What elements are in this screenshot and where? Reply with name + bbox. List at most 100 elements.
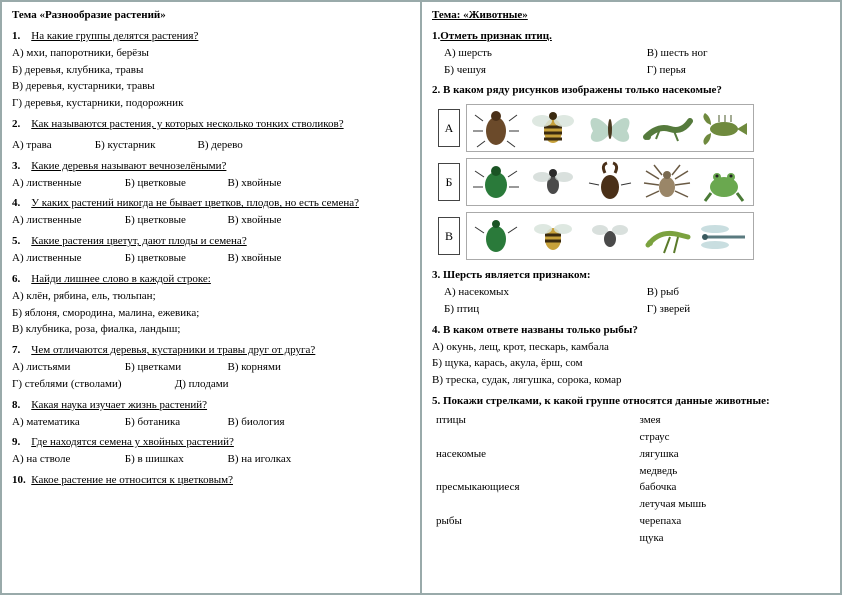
q1-num: 1. bbox=[12, 30, 20, 42]
q6-b: Б) яблоня, смородина, малина, ежевика; bbox=[12, 306, 410, 321]
q8-num: 8. bbox=[12, 399, 20, 411]
fly-icon bbox=[526, 161, 580, 203]
grasshopper-icon bbox=[640, 215, 694, 257]
fly2-icon bbox=[583, 215, 637, 257]
mr-3: медведь bbox=[640, 464, 707, 479]
right-title-text: Тема: «Животные» bbox=[432, 9, 528, 21]
q3-num: 3. bbox=[12, 160, 20, 172]
q9-b: Б) в шишках bbox=[125, 452, 225, 467]
row-b: Б bbox=[438, 158, 830, 206]
row-b-cells bbox=[466, 158, 754, 206]
q10-num: 10. bbox=[12, 474, 26, 486]
rq1-a: А) шерсть bbox=[444, 46, 644, 61]
q7-d: Г) стеблями (стволами) bbox=[12, 377, 172, 392]
mr-0: змея bbox=[640, 413, 707, 428]
bee2-icon bbox=[526, 215, 580, 257]
q8-c: В) биология bbox=[228, 415, 285, 430]
rq5-text: Покажи стрелками, к какой группе относят… bbox=[443, 395, 770, 407]
match-left: птицы насекомые пресмыкающиеся рыбы bbox=[436, 411, 520, 546]
q9: 9. Где находятся семена у хвойных растен… bbox=[12, 435, 410, 467]
match-table: птицы насекомые пресмыкающиеся рыбы змея… bbox=[436, 411, 830, 546]
q2-text: Как называются растения, у которых неско… bbox=[31, 118, 343, 130]
rq2: 2. В каком ряду рисунков изображены толь… bbox=[432, 83, 830, 98]
q8: 8. Какая наука изучает жизнь растений? А… bbox=[12, 398, 410, 430]
ml-2: насекомые bbox=[436, 447, 520, 462]
q1-d: Г) деревья, кустарники, подорожник bbox=[12, 96, 410, 111]
row-a-label: А bbox=[438, 109, 460, 147]
spider-icon bbox=[640, 161, 694, 203]
q2-c: В) дерево bbox=[198, 138, 243, 153]
q9-c: В) на иголках bbox=[228, 452, 292, 467]
rq4-num: 4. bbox=[432, 324, 440, 336]
ml-3 bbox=[436, 464, 520, 479]
ml-6: рыбы bbox=[436, 514, 520, 529]
q8-b: Б) ботаника bbox=[125, 415, 225, 430]
q5-b: Б) цветковые bbox=[125, 251, 225, 266]
ml-1 bbox=[436, 430, 520, 445]
rq3-d: Г) зверей bbox=[647, 302, 690, 317]
ml-0: птицы bbox=[436, 413, 520, 428]
q5-c: В) хвойные bbox=[228, 251, 282, 266]
row-c: В bbox=[438, 212, 830, 260]
beetle-green2-icon bbox=[469, 215, 523, 257]
row-b-label: Б bbox=[438, 163, 460, 201]
ml-5 bbox=[436, 497, 520, 512]
rq3-b: Б) птиц bbox=[444, 302, 644, 317]
match-right: змея страус лягушка медведь бабочка лету… bbox=[640, 411, 707, 546]
row-c-cells bbox=[466, 212, 754, 260]
q4-num: 4. bbox=[12, 197, 20, 209]
q9-text: Где находятся семена у хвойных растений? bbox=[31, 436, 234, 448]
rq3-a: А) насекомых bbox=[444, 285, 644, 300]
q1-b: Б) деревья, клубника, травы bbox=[12, 63, 410, 78]
q7-a: А) листьями bbox=[12, 360, 122, 375]
rq1-c: В) шесть ног bbox=[647, 46, 708, 61]
rq5-num: 5. bbox=[432, 395, 440, 407]
q7: 7. Чем отличаются деревья, кустарники и … bbox=[12, 343, 410, 392]
insect-grid: А Б В bbox=[438, 104, 830, 260]
q2-b: Б) кустарник bbox=[95, 138, 195, 153]
rq1-text: Отметь признак птиц. bbox=[440, 30, 552, 42]
q4-text: У каких растений никогда не бывает цветк… bbox=[31, 197, 359, 209]
q1-text: На какие группы делятся растения? bbox=[31, 30, 198, 42]
rq1-b: Б) чешуя bbox=[444, 63, 644, 78]
q8-a: А) математика bbox=[12, 415, 122, 430]
q6-a: А) клён, рябина, ель, тюльпан; bbox=[12, 289, 410, 304]
q3-b: Б) цветковые bbox=[125, 176, 225, 191]
q2-num: 2. bbox=[12, 118, 20, 130]
ml-4: пресмыкающиеся bbox=[436, 480, 520, 495]
q3-a: А) лиственные bbox=[12, 176, 122, 191]
rq4-b: Б) щука, карась, акула, ёрш, сом bbox=[432, 356, 830, 371]
rq2-text: В каком ряду рисунков изображены только … bbox=[443, 84, 722, 96]
mr-7: щука bbox=[640, 531, 707, 546]
beetle-icon bbox=[469, 107, 523, 149]
q4-c: В) хвойные bbox=[228, 213, 282, 228]
rq4: 4. В каком ответе названы только рыбы? А… bbox=[432, 323, 830, 388]
q2: 2. Как называются растения, у которых не… bbox=[12, 117, 410, 153]
right-column: Тема: «Животные» 1.Отметь признак птиц. … bbox=[421, 1, 841, 594]
left-title: Тема «Разнообразие растений» bbox=[12, 8, 410, 23]
q5-a: А) лиственные bbox=[12, 251, 122, 266]
q9-num: 9. bbox=[12, 436, 20, 448]
crayfish-icon bbox=[697, 107, 751, 149]
rq4-a: А) окунь, лещ, крот, пескарь, камбала bbox=[432, 340, 830, 355]
butterfly-icon bbox=[583, 107, 637, 149]
q2-a: А) трава bbox=[12, 138, 92, 153]
q6-num: 6. bbox=[12, 273, 20, 285]
q9-a: А) на стволе bbox=[12, 452, 122, 467]
dragonfly-icon bbox=[697, 215, 751, 257]
q4-b: Б) цветковые bbox=[125, 213, 225, 228]
mr-6: черепаха bbox=[640, 514, 707, 529]
rq4-text: В каком ответе названы только рыбы? bbox=[443, 324, 638, 336]
mr-1: страус bbox=[640, 430, 707, 445]
rq3-num: 3. bbox=[432, 269, 440, 281]
q6-text: Найди лишнее слово в каждой строке: bbox=[31, 273, 211, 285]
q6-c: В) клубника, роза, фиалка, ландыш; bbox=[12, 322, 410, 337]
row-a-cells bbox=[466, 104, 754, 152]
q5-text: Какие растения цветут, дают плоды и семе… bbox=[31, 235, 246, 247]
mr-5: летучая мышь bbox=[640, 497, 707, 512]
rq1: 1.Отметь признак птиц. А) шерсть В) шест… bbox=[432, 29, 830, 78]
q3-c: В) хвойные bbox=[228, 176, 282, 191]
rq5: 5. Покажи стрелками, к какой группе отно… bbox=[432, 394, 830, 546]
lizard-icon bbox=[640, 107, 694, 149]
q8-text: Какая наука изучает жизнь растений? bbox=[31, 399, 207, 411]
